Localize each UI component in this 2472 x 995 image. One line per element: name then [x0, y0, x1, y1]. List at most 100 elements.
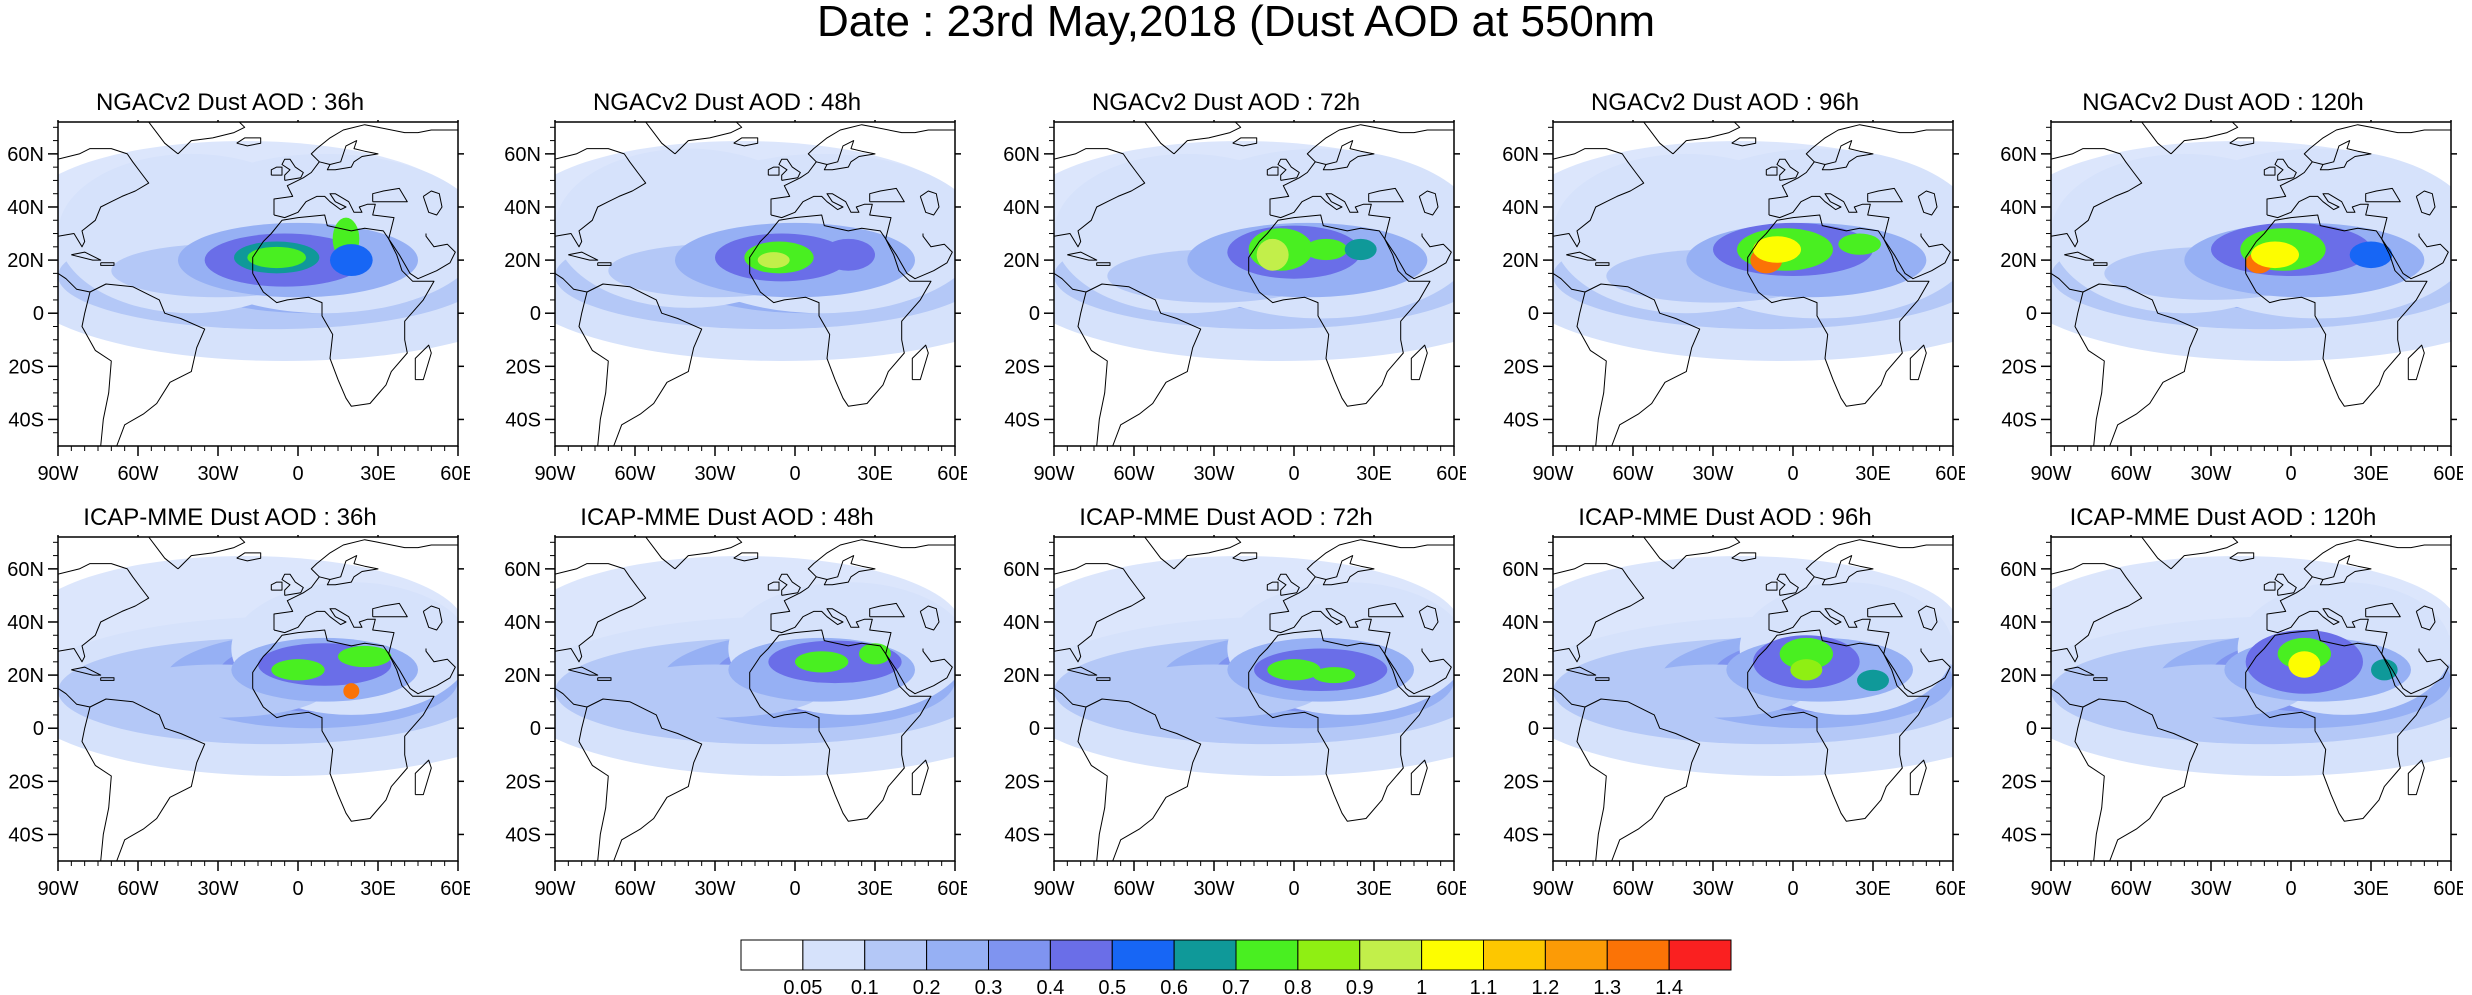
x-tick-label: 90W — [2030, 878, 2071, 900]
y-tick-label: 60N — [1003, 559, 1040, 581]
coastline — [1747, 214, 1930, 407]
colorbar-label: 0.05 — [783, 977, 822, 995]
coastline — [1096, 262, 1111, 266]
dust-field — [1267, 659, 1321, 681]
x-tick-label: 0 — [789, 878, 800, 900]
coastline — [770, 124, 955, 215]
coastline — [1765, 166, 1778, 176]
x-tick-label: 0 — [1787, 878, 1798, 900]
coastline — [1566, 251, 1597, 261]
y-tick-label: 20S — [2001, 771, 2037, 793]
coastline — [236, 552, 262, 562]
map-plot: 90W 60W 30W 0 30E 60E 60N 40N 20N 0 20S 40S — [504, 535, 967, 900]
coastline — [597, 677, 612, 681]
dust-field — [795, 651, 849, 673]
colorbar-label: 1.3 — [1593, 977, 1621, 995]
coastline — [81, 698, 206, 861]
panel-title: ICAP-MME Dust AOD : 48h — [580, 504, 874, 531]
coastline — [2263, 581, 2276, 591]
coastline — [2074, 698, 2199, 861]
coastline — [58, 675, 91, 708]
panel-title: NGACv2 Dust AOD : 96h — [1590, 89, 1860, 116]
dust-field — [2349, 241, 2393, 269]
map-panel: ICAP-MME Dust AOD : 48h 90W 60W 30W 0 30E 60E 6… — [497, 504, 967, 925]
coastline — [81, 283, 206, 446]
x-tick-label: 60E — [1436, 878, 1466, 900]
coastline — [2141, 122, 2239, 155]
y-tick-label: 0 — [33, 303, 44, 325]
x-tick-label: 30E — [1855, 463, 1891, 485]
x-tick-label: 60W — [1113, 878, 1154, 900]
coastline — [2064, 251, 2095, 261]
coastline — [1576, 698, 1701, 861]
coastline — [555, 563, 647, 663]
coastline — [388, 233, 456, 280]
coastline — [2093, 262, 2108, 266]
dust-field — [1256, 238, 1289, 271]
y-tick-label: 0 — [1528, 303, 1539, 325]
x-tick-label: 30W — [197, 878, 238, 900]
coastline — [1883, 233, 1951, 280]
coastline — [919, 190, 940, 216]
coastline — [1232, 137, 1258, 147]
map-panel: NGACv2 Dust AOD : 120h 90W 60W 30W 0 30E 60E 60… — [1993, 90, 2463, 510]
coastline — [1368, 602, 1404, 618]
coastline — [1054, 148, 1146, 248]
x-tick-label: 30W — [1193, 463, 1234, 485]
colorbar-swatch — [1049, 939, 1113, 971]
dust-field — [271, 659, 325, 681]
colorbar-label: 1.1 — [1470, 977, 1498, 995]
coastline — [568, 666, 599, 676]
coastline — [2064, 666, 2095, 676]
coastline — [733, 137, 759, 147]
coastline — [2381, 648, 2449, 695]
map-plot: 90W 60W 30W 0 30E 60E 60N 40N 20N 0 20S 40S — [2000, 535, 2463, 900]
dust-field — [247, 246, 306, 269]
coastline — [749, 214, 932, 407]
coastline — [273, 193, 395, 240]
x-tick-label: 60W — [1113, 463, 1154, 485]
x-tick-label: 90W — [1033, 463, 1074, 485]
coastline — [869, 187, 905, 203]
dust-field — [1857, 669, 1889, 692]
y-tick-label: 0 — [530, 718, 541, 740]
coastline — [1315, 140, 1375, 171]
coastline — [281, 573, 304, 596]
coastline — [236, 137, 262, 147]
coastline — [578, 698, 703, 861]
coastline — [1418, 190, 1439, 216]
x-tick-label: 0 — [1787, 463, 1798, 485]
colorbar-label: 0.6 — [1160, 977, 1188, 995]
coastline — [1909, 759, 1927, 796]
x-tick-label: 60E — [1436, 463, 1466, 485]
coastline — [1768, 193, 1890, 240]
coastline — [1054, 563, 1146, 663]
x-tick-label: 30W — [1193, 878, 1234, 900]
y-tick-label: 40N — [1502, 197, 1539, 219]
coastline — [1776, 573, 1799, 596]
coastline — [1768, 124, 1953, 215]
coastline — [770, 539, 955, 630]
colorbar-label: 0.9 — [1346, 977, 1374, 995]
coastline — [2245, 629, 2428, 822]
coastline — [1643, 537, 1741, 570]
coastline — [1553, 148, 1645, 248]
coastline — [1269, 193, 1391, 240]
dust-field — [1790, 659, 1823, 681]
y-tick-label: 60N — [2000, 144, 2037, 166]
y-tick-label: 0 — [1029, 718, 1040, 740]
x-tick-label: 60W — [117, 878, 158, 900]
coastline — [1277, 158, 1300, 181]
map-panel: NGACv2 Dust AOD : 72h 90W 60W 30W 0 30E 60E 60N… — [996, 90, 1466, 510]
dust-field — [2288, 651, 2321, 678]
x-tick-label: 0 — [2285, 878, 2296, 900]
coastline — [2266, 124, 2451, 215]
y-tick-label: 20S — [1004, 771, 1040, 793]
coastline — [372, 602, 408, 618]
coastline — [1096, 677, 1111, 681]
y-tick-label: 0 — [33, 718, 44, 740]
x-tick-label: 30E — [360, 878, 396, 900]
coastline — [2229, 552, 2255, 562]
y-tick-label: 40N — [7, 197, 44, 219]
y-tick-label: 20S — [1503, 356, 1539, 378]
